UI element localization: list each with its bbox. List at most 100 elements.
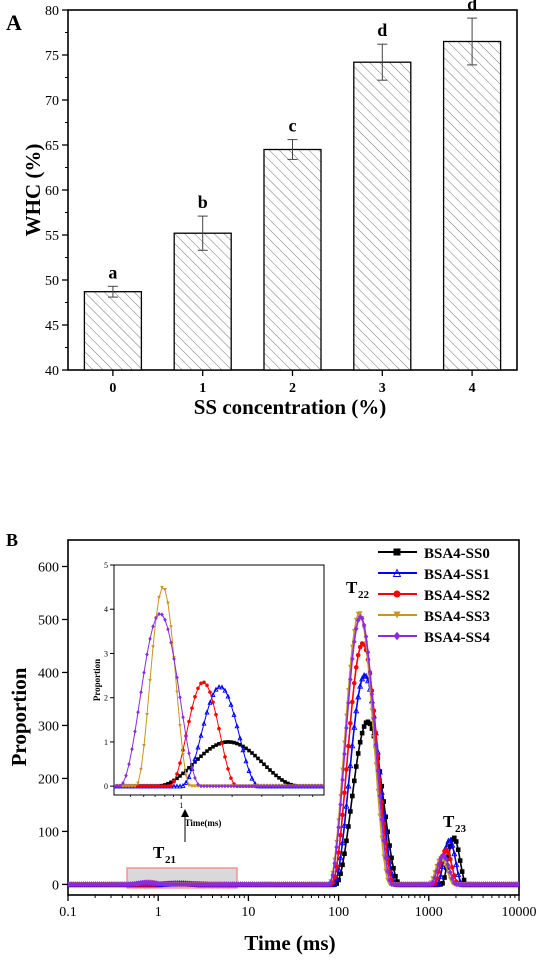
data-point (332, 860, 337, 867)
data-point (355, 652, 361, 658)
data-point (359, 615, 365, 622)
data-point (265, 765, 269, 769)
x-tick-label: 2 (289, 381, 296, 396)
data-point (353, 625, 359, 632)
data-point (383, 814, 388, 820)
legend-label: BSA4-SS4 (424, 630, 490, 646)
inset-series-bsa4-ss4 (114, 611, 324, 789)
svg-text:T: T (443, 812, 455, 831)
data-point (136, 710, 140, 715)
data-point (348, 676, 353, 683)
data-point (313, 783, 317, 789)
data-point (246, 767, 252, 773)
data-point (178, 774, 182, 778)
data-point (428, 881, 434, 888)
data-point (340, 862, 345, 868)
data-point (450, 876, 455, 882)
data-point (124, 784, 128, 788)
data-point (250, 751, 254, 755)
inset-x-axis: 1 (129, 795, 314, 810)
data-point (344, 767, 349, 772)
data-point (186, 774, 192, 780)
data-point (247, 748, 251, 753)
data-point (340, 777, 345, 783)
data-point (193, 784, 197, 788)
panel-a-y-axis: 40 45 50 55 60 65 70 75 80 (45, 4, 68, 379)
data-point (342, 790, 347, 796)
data-point (204, 709, 210, 715)
y-tick-label: 60 (45, 184, 59, 199)
data-point (450, 865, 455, 870)
significance-label: a (108, 262, 117, 282)
inset-y-axis: 0 1 2 3 4 5 (104, 561, 114, 791)
data-point (334, 864, 339, 870)
data-point (430, 879, 436, 886)
svg-text:T: T (346, 578, 358, 597)
data-point (238, 783, 242, 789)
y-tick-label: 200 (38, 772, 59, 787)
data-point (359, 730, 365, 736)
data-point (133, 729, 137, 734)
data-point (130, 747, 134, 752)
data-point (274, 783, 278, 789)
data-point (217, 726, 221, 731)
data-point (184, 734, 188, 739)
data-point (181, 715, 185, 720)
data-point (166, 784, 170, 788)
x-tick-label: 1 (199, 381, 206, 396)
data-point (192, 755, 198, 761)
data-point (361, 724, 367, 729)
data-point (118, 783, 122, 789)
data-point (171, 783, 177, 789)
legend-item: BSA4-SS1 (378, 567, 490, 583)
data-point (451, 835, 457, 841)
data-point (310, 783, 314, 789)
panel-a-x-axis-title: SS concentration (%) (194, 395, 387, 419)
data-point (220, 741, 224, 745)
x-tick-label: 1000 (415, 905, 443, 920)
data-point (339, 839, 346, 846)
data-point (216, 684, 222, 690)
data-point (235, 741, 239, 746)
panel-a-y-axis-title: WHC (%) (21, 144, 45, 237)
data-point (213, 686, 219, 692)
y-tick-label: 600 (38, 560, 59, 575)
data-point (442, 853, 447, 859)
significance-label: d (467, 0, 477, 14)
inset-frame (113, 564, 325, 796)
data-point (208, 690, 212, 694)
data-point (346, 700, 351, 706)
data-point (166, 601, 170, 606)
data-point (187, 719, 191, 724)
data-point (295, 783, 299, 789)
data-point (184, 773, 188, 778)
data-point (136, 781, 140, 786)
data-point (160, 784, 164, 788)
data-point (338, 801, 343, 808)
data-point (516, 881, 519, 888)
data-point (292, 783, 296, 789)
data-point (142, 784, 146, 788)
data-point (198, 732, 204, 738)
inset-y-tick-label: 1 (104, 738, 108, 747)
significance-label: b (198, 192, 208, 212)
data-point (127, 784, 131, 788)
data-point (340, 812, 345, 818)
data-point (262, 783, 266, 789)
data-point (145, 784, 149, 788)
data-point (219, 684, 225, 690)
data-point (190, 784, 194, 788)
data-point (133, 784, 137, 788)
series-bsa4-ss4 (68, 614, 519, 888)
data-point (393, 548, 401, 556)
data-point (196, 757, 200, 761)
data-point (175, 772, 179, 776)
data-point (280, 778, 284, 782)
panel-a-x-axis: 0 1 2 3 4 (109, 370, 476, 396)
data-point (451, 873, 457, 878)
data-point (232, 740, 236, 745)
data-point (256, 756, 260, 761)
data-point (280, 783, 284, 789)
data-point (154, 615, 158, 621)
